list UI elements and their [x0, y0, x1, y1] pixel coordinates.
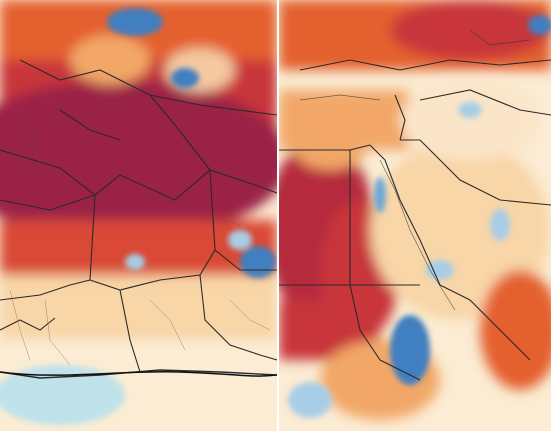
- minor-borders-left: [9, 119, 271, 366]
- country-borders-left: [0, 59, 277, 379]
- left-map-panel: [0, 0, 277, 431]
- panel-divider: [277, 0, 279, 431]
- shoreline-left: [0, 370, 278, 377]
- cool-anomaly-right: [288, 15, 551, 418]
- right-map-panel: [279, 0, 551, 431]
- country-borders-right: [279, 59, 551, 381]
- cool-anomaly-left: [0, 8, 276, 425]
- coastline-right: [299, 29, 531, 311]
